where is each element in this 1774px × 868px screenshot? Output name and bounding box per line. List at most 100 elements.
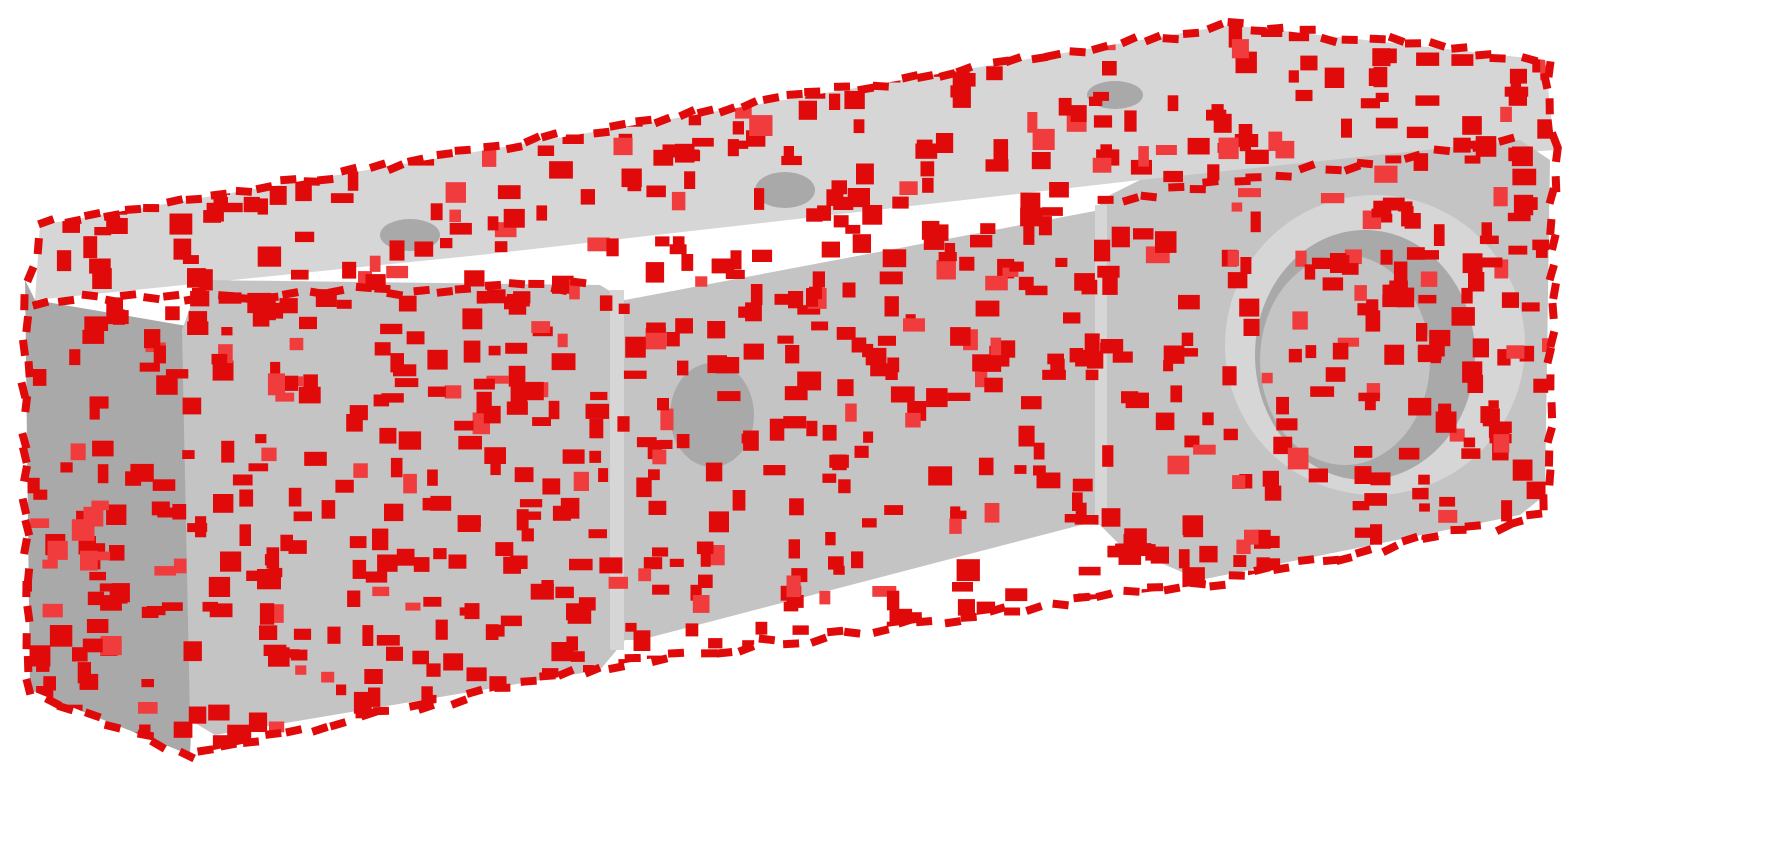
red-patch (1069, 25, 1087, 29)
red-patch (456, 56, 478, 76)
red-patch (1021, 396, 1042, 410)
red-patch (884, 296, 899, 317)
red-patch (28, 645, 51, 667)
red-patch (304, 451, 327, 466)
edge-patch (408, 699, 426, 711)
red-patch (1508, 86, 1527, 106)
red-patch (562, 449, 585, 464)
edge-patch (103, 720, 122, 733)
edge-patch (556, 666, 575, 680)
red-patch (1297, 706, 1317, 719)
edge-patch (1548, 233, 1560, 251)
red-patch (1463, 732, 1482, 753)
edge-patch (64, 215, 82, 227)
edge-patch (1545, 187, 1558, 205)
red-patch (1557, 78, 1569, 87)
red-patch (1100, 144, 1112, 154)
red-patch (1085, 369, 1099, 381)
edge-patch (21, 518, 34, 537)
edge-patch (1163, 583, 1181, 595)
red-patch (172, 63, 195, 78)
red-patch (920, 161, 935, 177)
edge-patch (340, 163, 358, 176)
red-patch (1423, 250, 1439, 260)
red-patch (536, 205, 548, 221)
red-patch (1002, 26, 1016, 43)
red-patch (352, 46, 367, 58)
red-patch (495, 542, 514, 556)
red-patch (524, 102, 537, 120)
red-patch (1405, 661, 1427, 679)
red-patch (537, 145, 555, 156)
red-patch (652, 547, 669, 557)
edge-patch (359, 707, 378, 721)
red-patch (892, 196, 909, 209)
red-patch (885, 363, 898, 380)
red-patch (430, 203, 443, 221)
red-patch (368, 64, 389, 75)
red-patch (444, 385, 462, 399)
red-patch (1541, 599, 1555, 612)
red-patch (466, 119, 485, 129)
edge-patch (104, 295, 122, 307)
red-patch (1560, 602, 1578, 619)
edge-patch (1095, 589, 1113, 602)
red-patch (246, 570, 261, 581)
red-patch (521, 528, 534, 542)
red-patch (369, 255, 381, 272)
red-patch (128, 736, 143, 754)
edge-patch (1354, 545, 1373, 558)
red-patch (812, 271, 825, 288)
red-patch (803, 674, 824, 689)
red-patch (711, 258, 735, 274)
red-patch (1155, 145, 1177, 155)
red-patch (1002, 267, 1019, 277)
red-patch (267, 751, 284, 755)
red-patch (109, 545, 125, 561)
red-patch (1240, 728, 1253, 747)
red-patch (87, 591, 105, 606)
edge-patch (19, 339, 29, 357)
red-patch (970, 235, 993, 248)
red-patch (72, 647, 88, 662)
red-patch (512, 40, 525, 57)
red-patch (715, 656, 734, 677)
red-patch (404, 715, 419, 729)
red-patch (1508, 147, 1523, 162)
edge-patch (1253, 563, 1271, 576)
edge-patch (317, 174, 334, 185)
red-patch (379, 427, 397, 444)
red-patch (754, 188, 765, 210)
red-patch (503, 755, 520, 776)
red-patch (30, 518, 50, 528)
red-patch (1354, 527, 1371, 538)
red-patch (160, 47, 173, 63)
edge-patch (1520, 53, 1539, 66)
edge-patch (540, 129, 559, 142)
red-patch (1100, 342, 1112, 354)
red-patch (1138, 146, 1149, 167)
red-patch (448, 554, 467, 569)
red-patch (1322, 277, 1344, 291)
red-patch (1347, 709, 1369, 727)
red-patch (1009, 261, 1024, 272)
red-patch (826, 59, 850, 72)
red-patch (655, 236, 670, 247)
red-patch (1433, 224, 1445, 246)
red-patch (851, 551, 864, 569)
red-patch (1092, 726, 1110, 748)
red-patch (252, 305, 270, 327)
red-patch (1236, 629, 1257, 644)
red-patch (476, 391, 492, 414)
red-patch (1364, 493, 1387, 506)
red-patch (1451, 307, 1475, 326)
red-patch (493, 121, 515, 143)
red-patch (818, 739, 840, 752)
red-patch (1341, 263, 1359, 275)
edge-patch (37, 215, 55, 229)
red-patch (172, 504, 187, 520)
red-patch (384, 503, 404, 522)
red-patch (490, 461, 501, 476)
red-patch (261, 447, 277, 462)
edge-patch (1189, 184, 1206, 194)
